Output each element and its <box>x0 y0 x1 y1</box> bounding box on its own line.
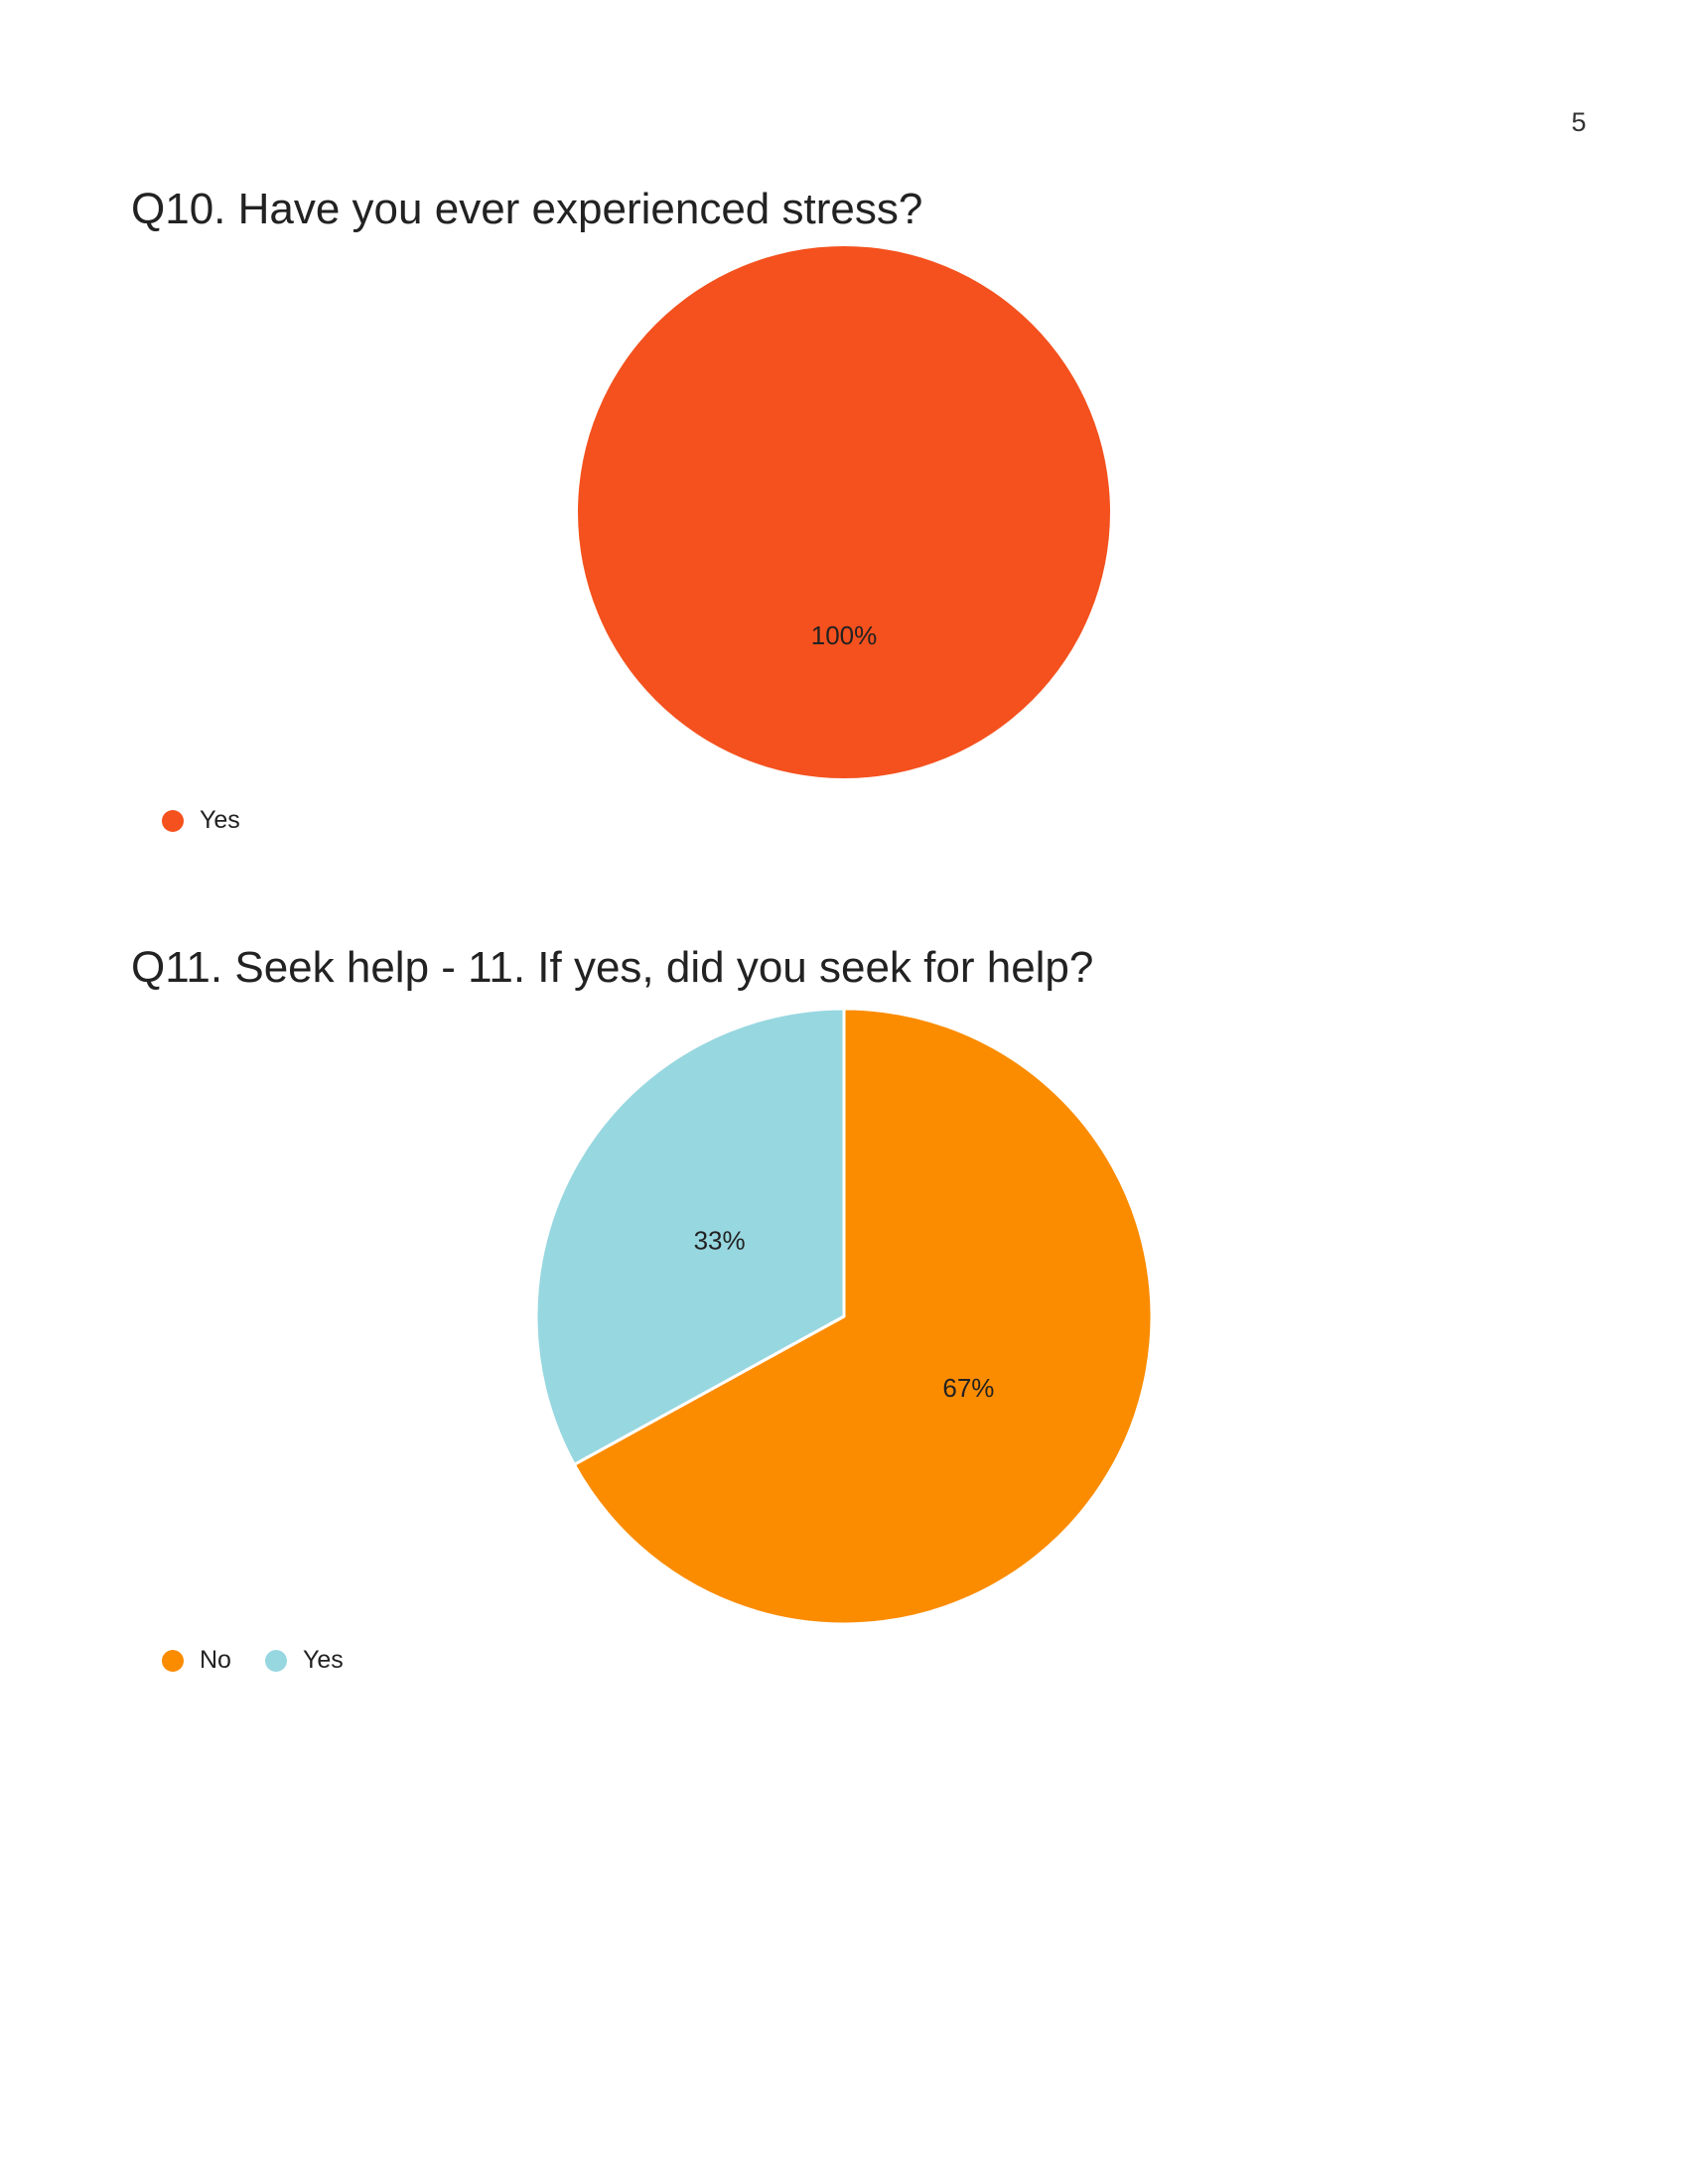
legend-q11: No Yes <box>162 1646 344 1675</box>
legend-q10: Yes <box>162 806 240 835</box>
slice-label-yes: 33% <box>694 1226 746 1256</box>
chart-title-q10: Q10. Have you ever experienced stress? <box>131 185 923 233</box>
legend-label: No <box>200 1646 231 1674</box>
legend-item-no: No <box>162 1646 231 1675</box>
legend-label: Yes <box>302 1646 344 1674</box>
legend-swatch <box>264 1649 287 1672</box>
legend-item-yes: Yes <box>162 806 240 835</box>
legend-label: Yes <box>200 806 240 834</box>
pie-slice-no <box>572 1007 1154 1626</box>
pie-chart-q11: 67% 33% <box>534 1007 1154 1626</box>
legend-swatch <box>162 1649 184 1672</box>
slice-label-no: 67% <box>942 1373 994 1403</box>
pie-slice-yes <box>534 1007 846 1466</box>
chart-title-q11: Q11. Seek help - 11. If yes, did you see… <box>131 943 1094 992</box>
pie-chart-q10: 100% <box>578 246 1110 778</box>
page-number: 5 <box>1571 107 1587 137</box>
legend-item-yes: Yes <box>264 1646 344 1675</box>
legend-swatch <box>162 809 184 832</box>
slice-label-yes: 100% <box>811 620 878 650</box>
pie-slice-yes <box>578 246 1110 778</box>
